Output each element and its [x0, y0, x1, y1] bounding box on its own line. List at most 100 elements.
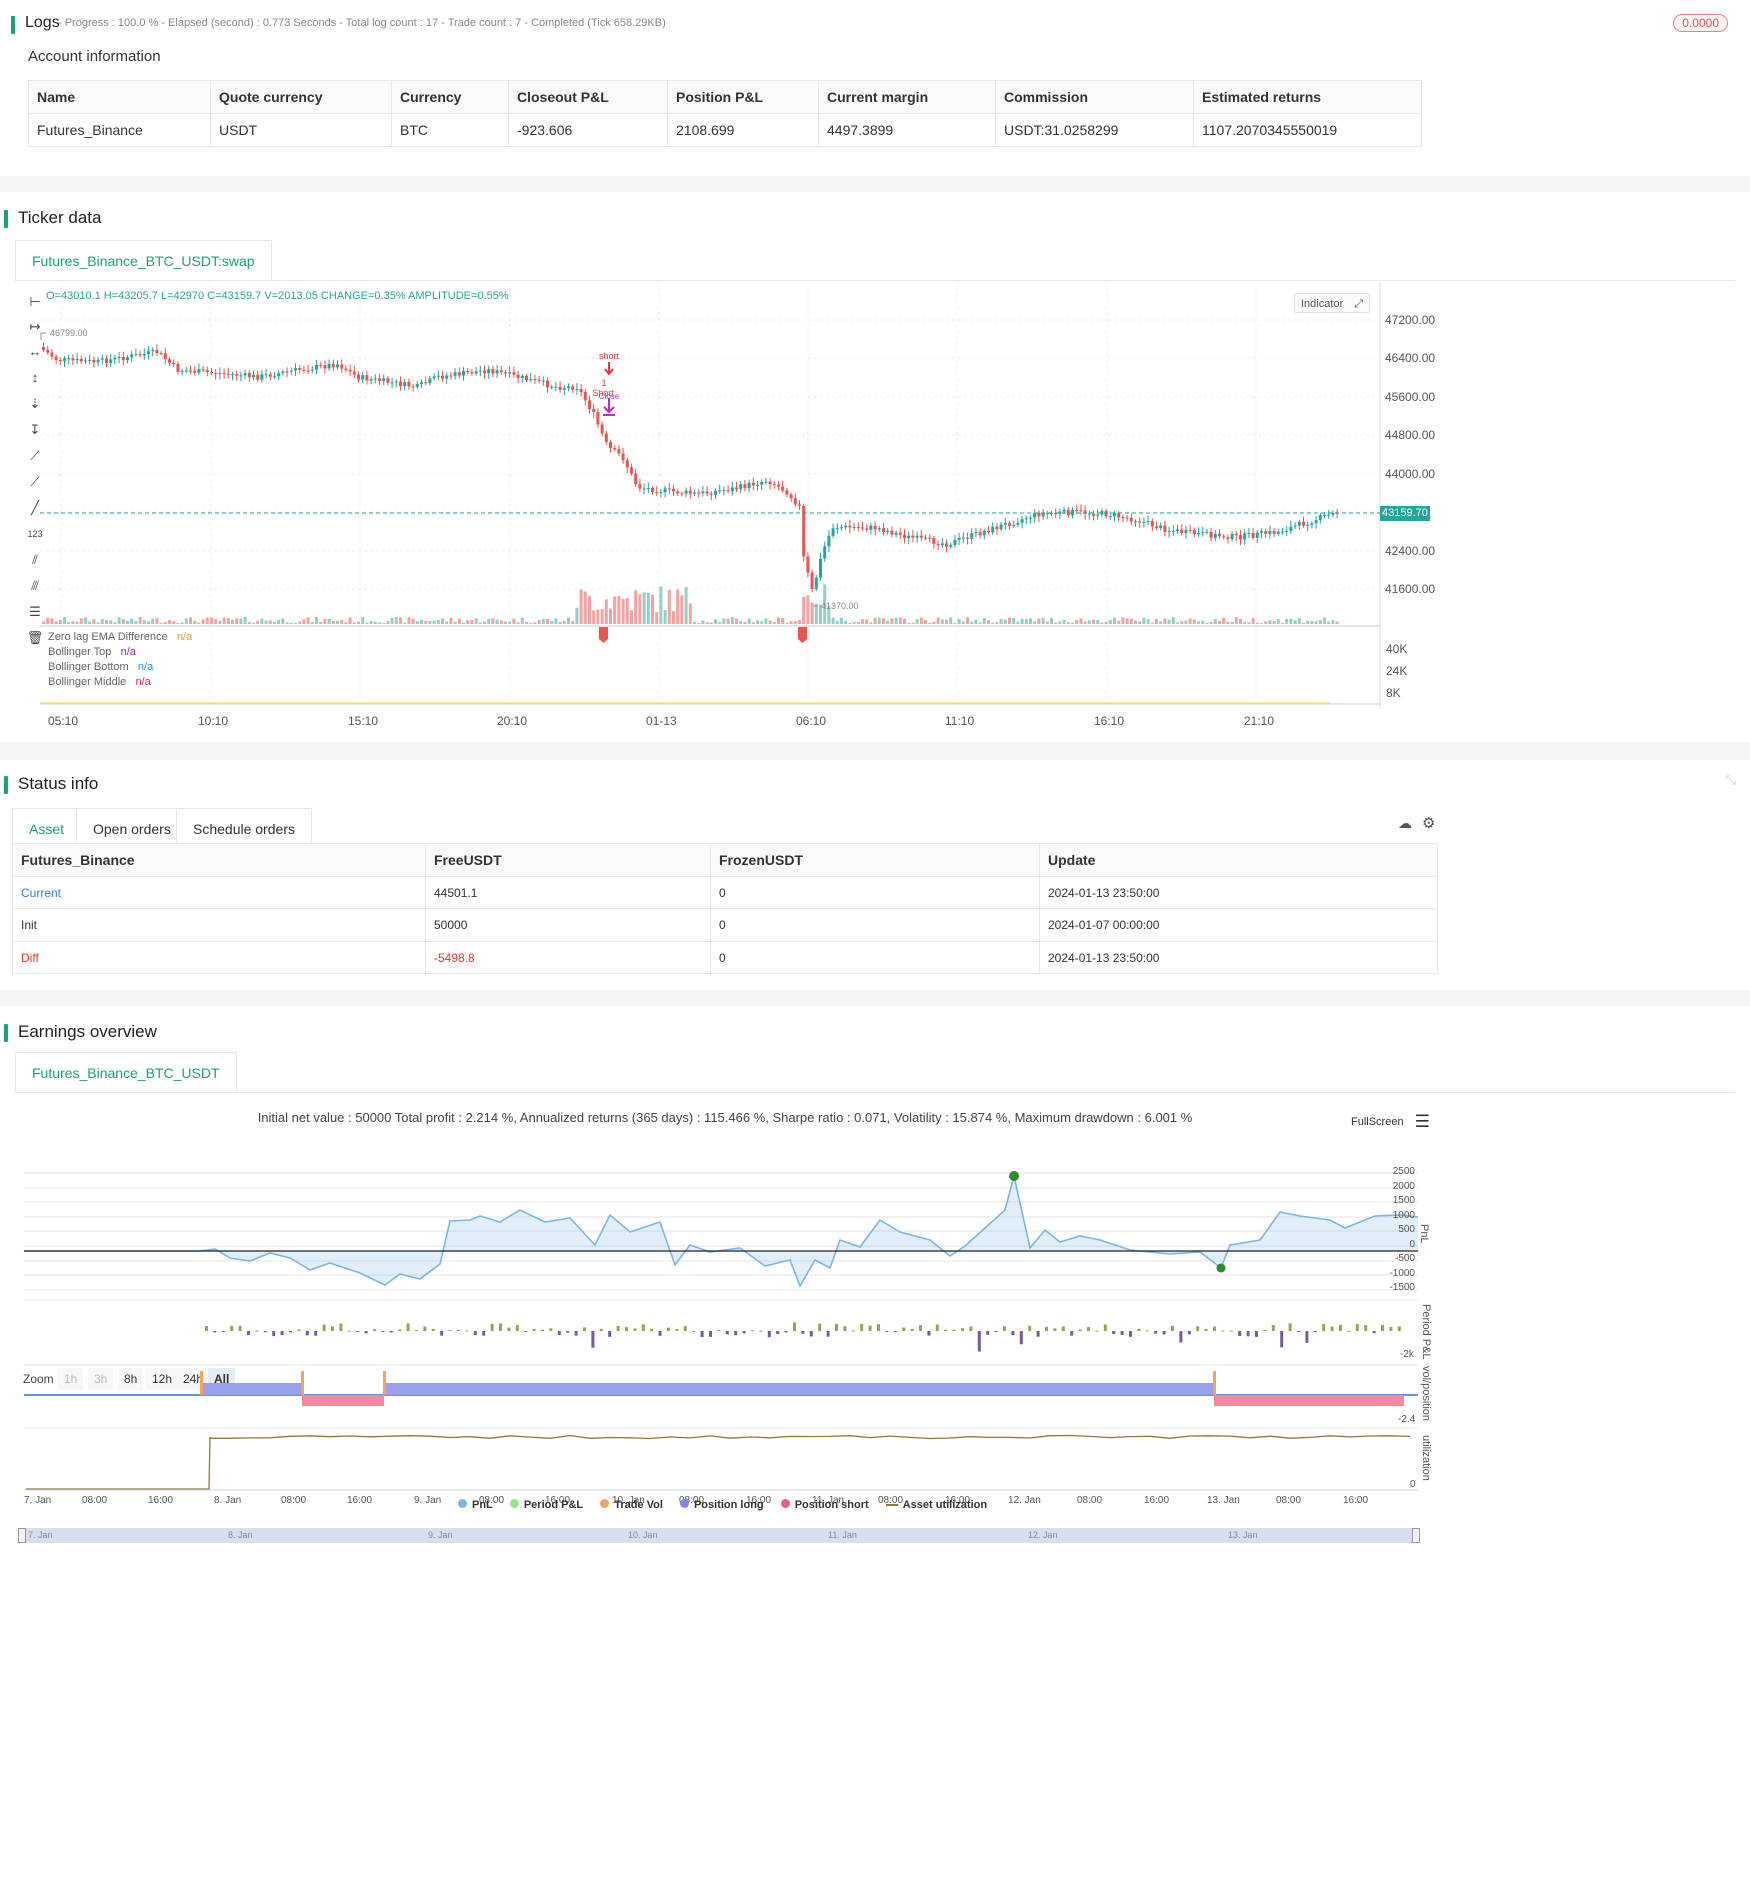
trade-vol-bar [1213, 1371, 1216, 1395]
volume-bar [390, 617, 394, 624]
zoom-8h-button[interactable]: 8h [118, 1368, 144, 1390]
candle-body [831, 528, 835, 536]
vertical-line-tool-icon[interactable]: ↕ [31, 370, 39, 385]
volume-bar [1197, 621, 1200, 624]
candle-body [214, 372, 218, 375]
volume-bar [285, 622, 289, 624]
volume-bar [726, 618, 730, 624]
earnings-panel: Earnings overview Futures_Binance_BTC_US… [0, 1006, 1750, 1890]
account-cell: 1107.2070345550019 [1193, 113, 1422, 147]
period-pnl-bar [1305, 1331, 1309, 1343]
parallel-channel-tool-icon[interactable]: ⫽ [32, 552, 38, 567]
candle-body [894, 532, 898, 535]
tab-schedule-orders[interactable]: Schedule orders [176, 808, 312, 848]
period-pnl-bar [339, 1323, 343, 1331]
candle-body [273, 376, 276, 378]
candle-body [256, 374, 260, 380]
legend-position-long[interactable]: Position long [679, 1499, 764, 1511]
zoom-1h-button[interactable]: 1h [58, 1368, 84, 1390]
legend-period-pnl[interactable]: Period P&L [509, 1499, 583, 1511]
volume-bar [835, 620, 839, 624]
gear-icon[interactable]: ⚙ [1422, 815, 1436, 832]
volume-bar [1176, 622, 1179, 624]
volume-bar [331, 620, 335, 624]
tab-ticker-symbol[interactable]: Futures_Binance_BTC_USDT:swap [15, 240, 272, 280]
candle-body [1318, 515, 1322, 521]
zoom-12h-button[interactable]: 12h [146, 1368, 179, 1390]
candle-body [483, 370, 486, 374]
period-pnl-bar [902, 1327, 906, 1331]
period-pnl-bar [667, 1327, 670, 1331]
tab-earnings-symbol[interactable]: Futures_Binance_BTC_USDT [15, 1052, 237, 1092]
navigator-right-handle[interactable] [1412, 1528, 1420, 1543]
expand-icon[interactable]: ⤢ [1354, 298, 1364, 310]
candle-body [331, 363, 335, 368]
volume-bar [126, 620, 129, 624]
trend-line-tool-icon[interactable]: ⟋ [30, 448, 40, 463]
period-pnl-bar [986, 1331, 990, 1335]
candle-body [1167, 531, 1171, 533]
candle-body [1180, 529, 1184, 534]
extended-line-tool-icon[interactable]: ↔ [28, 344, 42, 359]
candle-body [436, 375, 440, 377]
candle-body [193, 370, 197, 373]
candle-body [252, 374, 255, 378]
candle-body [1100, 511, 1104, 515]
candle-body [1117, 513, 1121, 518]
legend-pnl[interactable]: PnL [458, 1499, 493, 1511]
candle-body [961, 537, 965, 539]
fib-channel-tool-icon[interactable]: ⫻ [31, 578, 39, 593]
candle-body [604, 433, 608, 443]
collapse-icon[interactable]: ⤡ [1725, 772, 1736, 787]
candle-body [394, 381, 398, 383]
indicator-button[interactable]: Indicator ⤢ [1294, 293, 1371, 313]
zoom-3h-button[interactable]: 3h [88, 1368, 114, 1390]
period-pnl-bar [532, 1328, 536, 1331]
account-cell: Futures_Binance [28, 113, 211, 147]
volume-bar [869, 622, 873, 624]
navigator-left-handle[interactable] [18, 1528, 26, 1543]
volume-bar [831, 617, 835, 624]
fullscreen-button[interactable]: FullScreen ☰ [1351, 1112, 1430, 1132]
candle-body [1247, 533, 1251, 535]
candle-body [235, 374, 239, 376]
candle-body [130, 354, 134, 358]
volume-bar [155, 618, 159, 624]
period-pnl-bar [1213, 1326, 1216, 1331]
price-label-tool-icon[interactable]: 123 [27, 529, 43, 539]
segment-tool-icon[interactable]: ╱ [31, 500, 39, 515]
vertical-segment-tool-icon[interactable]: ⇣ [29, 396, 41, 411]
horizontal-line-tool-icon[interactable]: ⊢ [29, 294, 41, 309]
candle-body [134, 354, 138, 356]
candle-body [600, 424, 604, 434]
candle-body [1050, 513, 1053, 515]
volume-bar [701, 620, 705, 624]
volume-bar [722, 618, 726, 624]
cloud-download-icon[interactable]: ☁ [1398, 815, 1412, 831]
trash-icon[interactable]: 🗑 [26, 630, 44, 645]
period-pnl-bar [205, 1326, 208, 1331]
candle-body [978, 532, 982, 536]
navigator[interactable] [22, 1528, 1418, 1543]
volume-bar [894, 617, 898, 624]
tab-open-orders[interactable]: Open orders [76, 808, 188, 848]
period-pnl-bar [700, 1331, 704, 1338]
vertical-ray-tool-icon[interactable]: ↧ [29, 422, 41, 437]
tab-asset[interactable]: Asset [12, 808, 82, 848]
menu-icon[interactable]: ☰ [1414, 1112, 1430, 1131]
horizontal-ray-tool-icon[interactable]: ↦ [29, 319, 41, 334]
legend-trade-vol[interactable]: Trade Vol [600, 1499, 663, 1511]
volume-bar [403, 622, 407, 624]
fib-retracement-tool-icon[interactable]: ☰ [29, 604, 41, 619]
volume-bar [999, 618, 1003, 624]
legend-asset-utilization[interactable]: Asset utilization [885, 1499, 987, 1511]
candle-body [1276, 531, 1280, 534]
period-pnl-bar [969, 1326, 973, 1331]
x-axis-label: 08:00 [281, 1495, 307, 1506]
legend-position-short[interactable]: Position short [780, 1499, 869, 1511]
period-pnl-bar [683, 1326, 687, 1331]
candle-body [1327, 514, 1331, 516]
x-axis-label: 11. Jan [812, 1495, 845, 1506]
ray-line-tool-icon[interactable]: ⟋ [30, 474, 40, 489]
volume-bar [357, 621, 360, 624]
